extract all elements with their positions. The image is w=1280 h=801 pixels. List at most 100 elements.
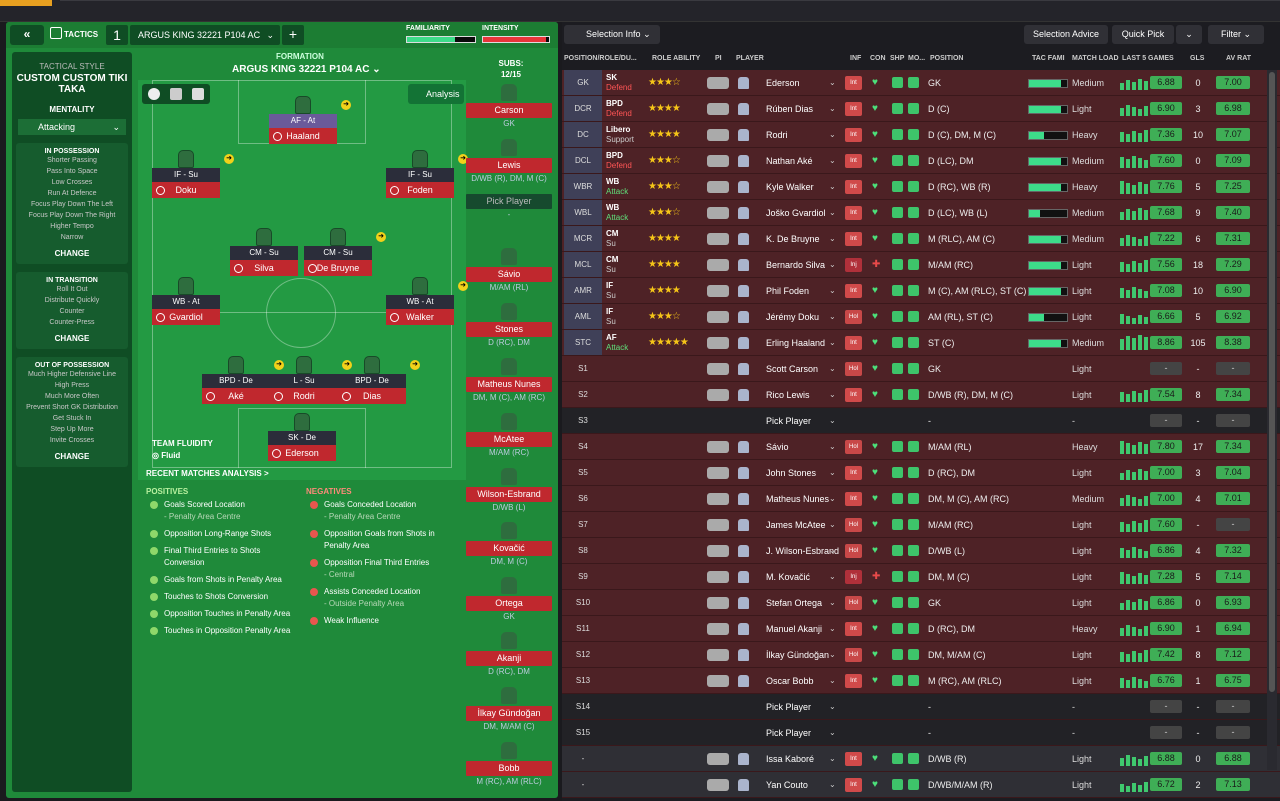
sub-name[interactable]: İlkay Gündoğan [466, 705, 552, 721]
chevron-down-icon[interactable]: ⌄ [829, 208, 836, 217]
col-last-5-games[interactable]: LAST 5 GAMES [1122, 55, 1174, 62]
sub-name[interactable]: Pick Player [466, 193, 552, 209]
col-inf[interactable]: INF [850, 55, 862, 62]
col-goals[interactable]: GLS [1190, 55, 1205, 62]
pi-icon[interactable] [707, 545, 729, 557]
pi-icon[interactable] [707, 649, 729, 661]
col-shp[interactable]: SHP [890, 55, 905, 62]
table-row[interactable]: S9 M. Kovačić ⌄ Inj ✚ DM, M (C) Light 7.28 5 7.14 [562, 564, 1280, 590]
chevron-down-icon[interactable]: ⌄ [829, 728, 836, 737]
sub-name[interactable]: Sávio [466, 267, 552, 283]
mentality-select[interactable]: Attacking ⌄ [18, 119, 126, 135]
chevron-down-icon[interactable]: ⌄ [829, 468, 836, 477]
player-name[interactable]: Issa Kaboré [766, 754, 815, 764]
col-match-load[interactable]: MATCH LOAD [1072, 55, 1119, 62]
pi-icon[interactable] [707, 493, 729, 505]
pi-icon[interactable] [707, 441, 729, 453]
pi-icon[interactable] [707, 259, 729, 271]
row-role[interactable]: BPD Defend [602, 97, 646, 121]
col-player[interactable]: PLAYER [736, 55, 764, 62]
player-name[interactable]: Yan Couto [766, 780, 808, 790]
sub-name[interactable]: Stones [466, 322, 552, 338]
sub-slot[interactable]: Ortega GK [466, 577, 552, 622]
pitch-player[interactable]: IF - Su Foden ➜ [386, 150, 468, 198]
row-role[interactable]: CM Su [602, 227, 646, 251]
player-name[interactable]: John Stones [766, 468, 817, 478]
change-in-transition-button[interactable]: CHANGE [54, 334, 90, 343]
row-role[interactable]: IF Su [602, 279, 646, 303]
chevron-down-icon[interactable]: ⌄ [829, 754, 836, 763]
table-row[interactable]: DCL BPD Defend ★★★☆ Nathan Aké ⌄ Int ♥ D (LC), D… [562, 148, 1280, 174]
table-row[interactable]: MCR CM Su ★★★★ K. De Bruyne ⌄ Int ♥ M (RLC), AM … [562, 226, 1280, 252]
table-row[interactable]: S5 John Stones ⌄ Int ♥ D (RC), DM Light 7.00 3 7.… [562, 460, 1280, 486]
pi-icon[interactable] [707, 467, 729, 479]
sub-slot[interactable]: Sávio M/AM (RL) [466, 248, 552, 293]
change-in-possession-button[interactable]: CHANGE [54, 249, 90, 258]
chevron-down-icon[interactable]: ⌄ [829, 182, 836, 191]
chevron-down-icon[interactable]: ⌄ [829, 780, 836, 789]
col-position-role-duty[interactable]: POSITION/ROLE/DU... [564, 55, 637, 62]
chevron-down-icon[interactable]: ⌄ [829, 364, 836, 373]
sub-slot[interactable]: Carson GK [466, 84, 552, 129]
sub-name[interactable]: Matheus Nunes [466, 377, 552, 392]
player-name[interactable]: J. Wilson-Esbrand [766, 546, 840, 556]
bar-chart-icon[interactable] [170, 88, 182, 100]
tactical-style-name[interactable]: CUSTOM CUSTOM TIKI TAKA [16, 73, 128, 95]
pitch-player[interactable]: WB - At Walker ➜ [386, 277, 468, 325]
pi-icon[interactable] [707, 311, 729, 323]
pitch-player[interactable]: L - Su Rodri ➜ [270, 356, 352, 404]
pitch-player[interactable]: AF - At Haaland ➜ [269, 96, 351, 144]
pi-icon[interactable] [707, 571, 729, 583]
chevron-down-icon[interactable]: ⌄ [829, 338, 836, 347]
player-name[interactable]: Oscar Bobb [766, 676, 814, 686]
col-mo[interactable]: MO... [908, 55, 926, 62]
table-row[interactable]: S10 Stefan Ortega ⌄ Hol ♥ GK Light 6.86 0 6.93 [562, 590, 1280, 616]
pi-icon[interactable] [707, 181, 729, 193]
table-row[interactable]: GK SK Defend ★★★☆ Ederson ⌄ Int ♥ GK Medium 6.88 0 7… [562, 70, 1280, 96]
chevron-down-icon[interactable]: ⌄ [829, 624, 836, 633]
player-name[interactable]: Pick Player [766, 702, 812, 712]
player-name[interactable]: Erling Haaland [766, 338, 826, 348]
col-con[interactable]: CON [870, 55, 886, 62]
table-row[interactable]: S2 Rico Lewis ⌄ Int ♥ D/WB (R), DM, M (C) Ligh… [562, 382, 1280, 408]
table-row[interactable]: DCR BPD Defend ★★★★ Rúben Dias ⌄ Int ♥ D (C) Ligh… [562, 96, 1280, 122]
quick-pick-dropdown-icon[interactable]: ⌄ [1176, 25, 1202, 44]
sub-name[interactable]: Carson [466, 103, 552, 118]
table-row[interactable]: MCL CM Su ★★★★ Bernardo Silva ⌄ Inj ✚ M/AM (RC) L… [562, 252, 1280, 278]
table-row[interactable]: S14 Pick Player ⌄ - - - - - [562, 694, 1280, 720]
player-name[interactable]: Ederson [766, 78, 800, 88]
row-role[interactable]: IF Su [602, 305, 646, 329]
chevron-down-icon[interactable]: ⌄ [829, 494, 836, 503]
table-row[interactable]: S4 Sávio ⌄ Hol ♥ M/AM (RL) Heavy 7.80 17 7.34 [562, 434, 1280, 460]
sub-slot[interactable]: Wilson-Esbrand D/WB (L) [466, 467, 552, 513]
table-row[interactable]: AML IF Su ★★★☆ Jérémy Doku ⌄ Hol ♥ AM (RL), ST (… [562, 304, 1280, 330]
pi-icon[interactable] [707, 753, 729, 765]
player-name[interactable]: Pick Player [766, 728, 812, 738]
table-row[interactable]: WBL WB Attack ★★★☆ Joško Gvardiol ⌄ Int ♥ D (LC)… [562, 200, 1280, 226]
pitch-player[interactable]: WB - At Gvardiol [152, 277, 220, 325]
table-row[interactable]: WBR WB Attack ★★★☆ Kyle Walker ⌄ Int ♥ D (RC), W… [562, 174, 1280, 200]
table-row[interactable]: - Yan Couto ⌄ Int ♥ D/WB/M/AM (R) Light 6.72 2 7.… [562, 772, 1280, 798]
tactic-number[interactable]: 1 [106, 25, 128, 45]
sub-name[interactable]: Wilson-Esbrand [466, 486, 552, 502]
pi-icon[interactable] [707, 103, 729, 115]
player-name[interactable]: Bernardo Silva [766, 260, 826, 270]
add-tactic-button[interactable]: + [282, 25, 304, 45]
sub-name[interactable]: Lewis [466, 157, 552, 173]
formation-select[interactable]: ARGUS KING 32221 P104 AC ⌄ [232, 64, 381, 75]
sub-slot[interactable]: Akanji D (RC), DM [466, 632, 552, 677]
col-tac-fami[interactable]: TAC FAMI [1032, 55, 1065, 62]
player-name[interactable]: Rico Lewis [766, 390, 810, 400]
sub-slot[interactable]: Bobb M (RC), AM (RLC) [466, 741, 552, 787]
pi-icon[interactable] [707, 779, 729, 791]
player-name[interactable]: Scott Carson [766, 364, 819, 374]
selection-info-button[interactable]: Selection Info ⌄ [564, 25, 660, 44]
player-name[interactable]: M. Kovačić [766, 572, 811, 582]
filter-button[interactable]: Filter ⌄ [1208, 25, 1264, 44]
col-pi[interactable]: PI [715, 55, 722, 62]
sub-name[interactable]: Bobb [466, 760, 552, 776]
quick-pick-button[interactable]: Quick Pick [1112, 25, 1174, 44]
pi-icon[interactable] [707, 129, 729, 141]
table-row[interactable]: - Issa Kaboré ⌄ Int ♥ D/WB (R) Light 6.88 0 6.88 [562, 746, 1280, 772]
collapse-button[interactable]: « [10, 25, 44, 45]
